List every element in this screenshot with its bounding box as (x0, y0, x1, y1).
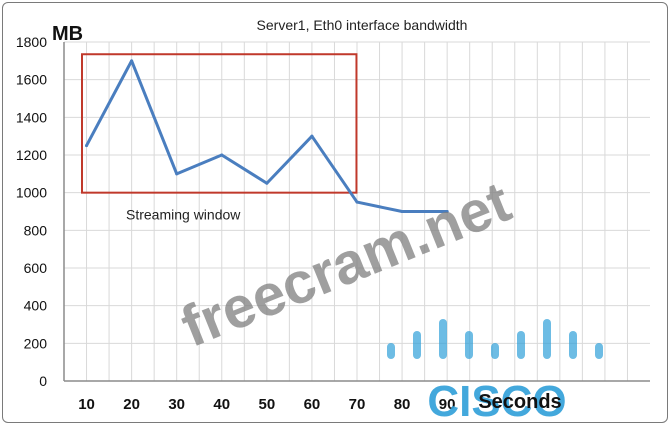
x-tick-label: 80 (394, 396, 411, 413)
cisco-bar (595, 343, 603, 359)
y-tick-label: 800 (24, 222, 48, 238)
y-tick-labels: 0 200 400 600 800 1000 1200 1400 1600 1800 (16, 34, 47, 389)
streaming-window-box (81, 53, 358, 194)
data-points (85, 59, 449, 213)
cisco-bar (569, 331, 577, 359)
chart-frame (2, 2, 668, 423)
data-point (310, 134, 314, 138)
y-tick-label: 1800 (16, 34, 47, 50)
data-point (445, 210, 449, 213)
chart-title: Server1, Eth0 interface bandwidth (257, 17, 468, 33)
cisco-bar (413, 331, 421, 359)
data-point (175, 172, 179, 176)
cisco-logo-icon (387, 319, 603, 359)
cisco-bar (543, 319, 551, 359)
y-tick-label: 600 (24, 260, 48, 276)
cisco-bar (387, 343, 395, 359)
watermark-text: freecram.net (172, 169, 519, 360)
y-tick-label: 200 (24, 335, 48, 351)
y-tick-label: 0 (39, 373, 47, 389)
streaming-window-label: Streaming window (126, 207, 241, 223)
data-point (355, 200, 359, 204)
x-tick-label: 40 (213, 396, 230, 413)
data-point (400, 210, 404, 213)
data-point (85, 144, 89, 148)
cisco-bar (491, 343, 499, 359)
cisco-bar (439, 319, 447, 359)
x-tick-label: 20 (123, 396, 140, 413)
x-tick-label: 90 (439, 396, 456, 413)
y-tick-label: 1200 (16, 147, 47, 163)
cisco-bar (517, 331, 525, 359)
data-point (220, 153, 224, 157)
x-tick-label: 70 (349, 396, 366, 413)
y-tick-label: 1400 (16, 109, 47, 125)
data-point (265, 181, 269, 185)
x-tick-labels: 10 20 30 40 50 60 70 80 90 (78, 396, 455, 413)
y-tick-label: 400 (24, 298, 48, 314)
x-tick-label: 60 (304, 396, 321, 413)
data-point (130, 59, 134, 63)
x-tick-label: 50 (259, 396, 276, 413)
y-tick-label: 1000 (16, 185, 47, 201)
x-tick-label: 30 (168, 396, 185, 413)
x-tick-label: 10 (78, 396, 95, 413)
cisco-bar (465, 331, 473, 359)
y-tick-label: 1600 (16, 72, 47, 88)
y-axis-label: MB (52, 23, 83, 45)
x-axis-label: Seconds (478, 391, 561, 413)
cisco-logo-text: CISCO (427, 377, 566, 426)
axes (63, 42, 650, 382)
